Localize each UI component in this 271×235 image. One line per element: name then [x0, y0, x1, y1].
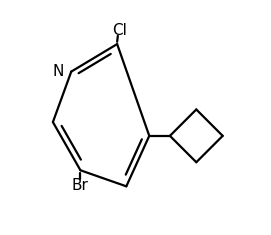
Text: N: N: [53, 64, 64, 79]
Text: Cl: Cl: [112, 23, 127, 38]
Text: Br: Br: [72, 178, 89, 193]
